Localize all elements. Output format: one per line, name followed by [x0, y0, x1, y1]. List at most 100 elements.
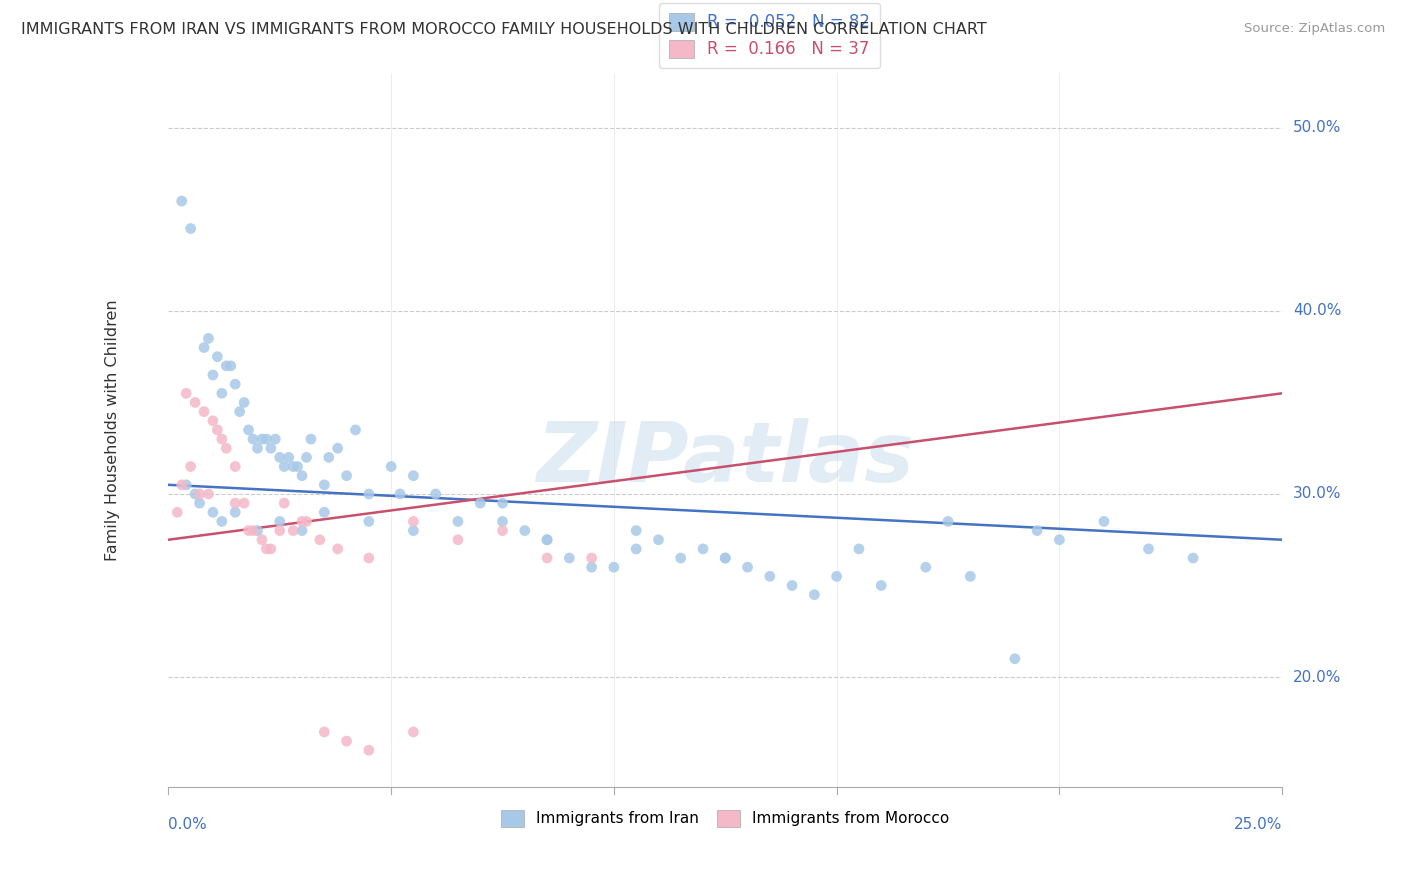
Point: [536, 533, 558, 547]
Point: [273, 496, 295, 510]
Point: [215, 441, 238, 455]
Legend: Immigrants from Iran, Immigrants from Morocco: Immigrants from Iran, Immigrants from Mo…: [495, 804, 956, 833]
Point: [250, 432, 273, 446]
Point: [246, 524, 269, 538]
Point: [870, 578, 893, 592]
Point: [326, 541, 349, 556]
Point: [264, 432, 287, 446]
Point: [254, 541, 277, 556]
Point: [603, 560, 626, 574]
Point: [357, 551, 380, 566]
Text: 25.0%: 25.0%: [1234, 817, 1282, 832]
Point: [242, 524, 264, 538]
Point: [238, 524, 260, 538]
Point: [170, 194, 193, 208]
Point: [536, 551, 558, 566]
Point: [207, 350, 229, 364]
Point: [188, 496, 211, 510]
Point: [389, 487, 412, 501]
Point: [647, 533, 669, 547]
Point: [624, 541, 647, 556]
Point: [491, 496, 513, 510]
Point: [295, 515, 318, 529]
Point: [260, 441, 283, 455]
Point: [314, 505, 336, 519]
Point: [254, 432, 277, 446]
Point: [260, 541, 283, 556]
Text: 40.0%: 40.0%: [1294, 303, 1341, 318]
Point: [1026, 524, 1049, 538]
Point: [803, 588, 825, 602]
Point: [281, 524, 304, 538]
Point: [201, 368, 224, 382]
Point: [357, 743, 380, 757]
Point: [581, 551, 603, 566]
Point: [470, 496, 492, 510]
Point: [780, 578, 803, 592]
Point: [184, 395, 207, 409]
Point: [624, 524, 647, 538]
Point: [447, 515, 470, 529]
Point: [224, 377, 246, 392]
Point: [513, 524, 536, 538]
Point: [314, 725, 336, 739]
Point: [224, 496, 246, 510]
Point: [357, 487, 380, 501]
Point: [447, 533, 470, 547]
Point: [825, 569, 848, 583]
Text: 20.0%: 20.0%: [1294, 670, 1341, 684]
Point: [1047, 533, 1070, 547]
Point: [174, 386, 197, 401]
Point: [238, 423, 260, 437]
Point: [242, 432, 264, 446]
Point: [224, 459, 246, 474]
Point: [273, 459, 295, 474]
Point: [536, 533, 558, 547]
Point: [402, 515, 425, 529]
Point: [314, 478, 336, 492]
Point: [287, 459, 309, 474]
Point: [193, 341, 215, 355]
Text: 30.0%: 30.0%: [1294, 486, 1341, 501]
Point: [281, 459, 304, 474]
Point: [936, 515, 959, 529]
Point: [233, 496, 256, 510]
Point: [669, 551, 692, 566]
Text: IMMIGRANTS FROM IRAN VS IMMIGRANTS FROM MOROCCO FAMILY HOUSEHOLDS WITH CHILDREN : IMMIGRANTS FROM IRAN VS IMMIGRANTS FROM …: [21, 22, 987, 37]
Point: [357, 515, 380, 529]
Point: [269, 515, 291, 529]
Point: [228, 404, 250, 418]
Point: [336, 734, 359, 748]
Point: [1092, 515, 1115, 529]
Point: [299, 432, 322, 446]
Point: [211, 386, 233, 401]
Point: [180, 221, 202, 235]
Point: [308, 533, 330, 547]
Point: [201, 414, 224, 428]
Point: [291, 524, 314, 538]
Text: 50.0%: 50.0%: [1294, 120, 1341, 136]
Point: [269, 524, 291, 538]
Point: [201, 505, 224, 519]
Point: [193, 404, 215, 418]
Point: [197, 487, 219, 501]
Point: [318, 450, 340, 465]
Point: [233, 395, 256, 409]
Point: [180, 459, 202, 474]
Point: [197, 331, 219, 345]
Point: [402, 524, 425, 538]
Point: [692, 541, 714, 556]
Point: [1137, 541, 1160, 556]
Point: [402, 468, 425, 483]
Point: [914, 560, 936, 574]
Point: [714, 551, 737, 566]
Point: [491, 515, 513, 529]
Point: [1004, 651, 1026, 665]
Point: [269, 450, 291, 465]
Point: [219, 359, 242, 373]
Point: [959, 569, 981, 583]
Point: [581, 560, 603, 574]
Point: [277, 450, 299, 465]
Point: [211, 515, 233, 529]
Point: [215, 359, 238, 373]
